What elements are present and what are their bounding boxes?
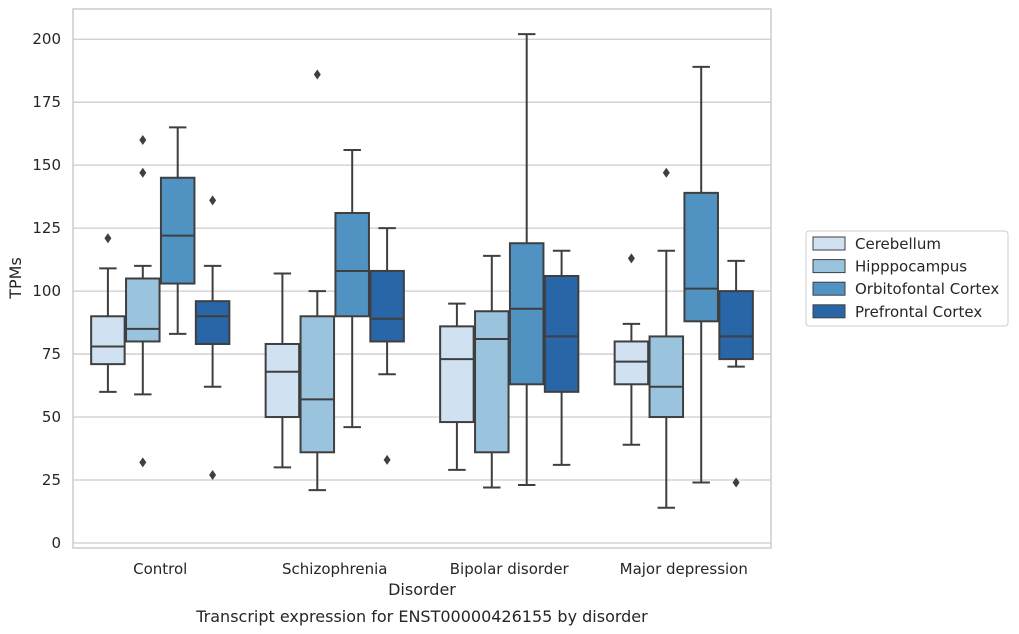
y-tick-label: 25 [42,471,61,489]
box-iqr [194,300,231,345]
outlier-marker [139,457,147,468]
box-iqr [125,277,161,343]
x-tick-label: Major depression [620,560,748,578]
box-iqr [90,315,126,366]
box-iqr [543,274,580,393]
y-tick-label: 175 [32,93,61,111]
legend-swatch [812,259,846,274]
y-tick-label: 150 [32,156,61,174]
box-iqr [613,340,650,386]
box-iqr [718,290,754,361]
outlier-marker [627,253,635,264]
box-iqr [474,310,510,454]
y-tick-label: 75 [42,345,61,363]
outlier-marker [104,233,112,244]
legend-label: Prefrontal Cortex [855,303,982,321]
outlier-marker [662,167,670,178]
box-iqr [648,335,685,419]
legend-label: Orbitofontal Cortex [855,280,999,298]
y-tick-label: 0 [51,534,61,552]
outlier-marker [209,195,217,206]
box-iqr [159,176,196,285]
legend: Cerebellum Hipppocampus Orbitofontal Corte… [805,230,1009,327]
x-axis-ticks: Control Schizophrenia Bipolar disorder Majo… [133,560,748,578]
outlier-marker [139,167,147,178]
box-iqr [264,342,301,419]
outlier-marker [313,69,321,80]
box-iqr [369,269,405,343]
outlier-marker [732,477,740,488]
x-tick-label: Bipolar disorder [450,560,570,578]
plot-area-frame [72,8,772,549]
legend-label: Cerebellum [855,235,941,253]
y-axis-ticks: 0 25 50 75 100 125 150 175 200 [32,30,61,552]
box-iqr [439,325,475,424]
legend-swatch [812,304,846,319]
outlier-marker [139,134,147,145]
box-iqr [508,242,545,386]
y-axis-label: TPMs [6,257,25,300]
y-tick-label: 125 [32,219,61,237]
legend-label: Hipppocampus [855,258,967,276]
x-tick-label: Schizophrenia [282,560,387,578]
y-tick-label: 50 [42,408,61,426]
box-iqr [299,315,336,454]
legend-swatch [812,236,846,251]
outlier-marker [209,469,217,480]
box-iqr [334,212,370,318]
y-tick-label: 100 [32,282,61,300]
legend-frame [805,230,1009,327]
box-iqr [683,191,719,323]
x-axis-label: Disorder [388,580,456,599]
x-tick-label: Control [133,560,187,578]
outlier-marker [383,454,391,465]
y-tick-label: 200 [32,30,61,48]
figure-caption: Transcript expression for ENST0000042615… [195,607,648,626]
boxes [90,33,754,509]
legend-swatch [812,281,846,296]
